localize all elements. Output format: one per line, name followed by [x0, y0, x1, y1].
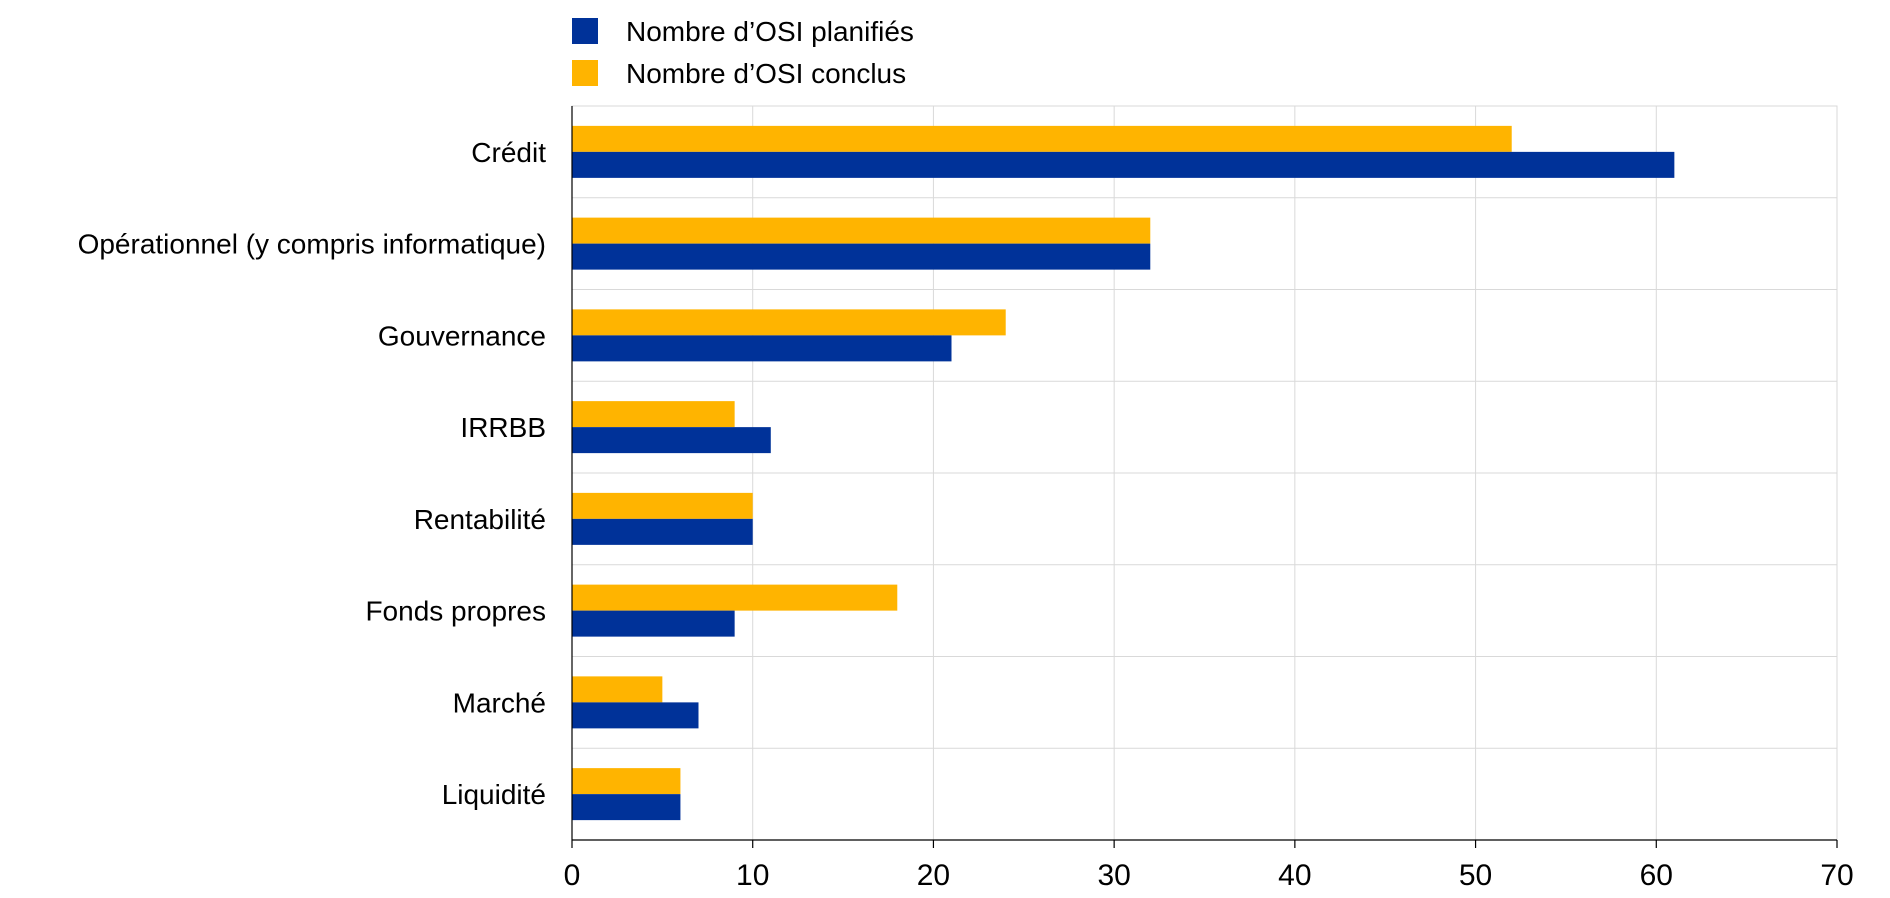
x-tick-label: 50	[1459, 859, 1492, 892]
x-tick-label: 70	[1820, 859, 1853, 892]
category-label: Opérationnel (y compris informatique)	[78, 229, 546, 260]
bar-planifies-3	[572, 427, 771, 454]
bar-conclus-7	[572, 768, 681, 795]
bar-conclus-2	[572, 309, 1006, 336]
x-axis: 0 10 20 30 40 50 60 70	[564, 106, 1854, 892]
category-labels: Crédit Opérationnel (y compris informatiq…	[78, 137, 547, 810]
legend-label-conclus: Nombre d’OSI conclus	[626, 58, 906, 89]
bar-conclus-6	[572, 676, 663, 703]
x-tick-label: 30	[1097, 859, 1130, 892]
bars	[572, 125, 1675, 821]
bar-conclus-5	[572, 584, 898, 611]
bar-planifies-0	[572, 151, 1675, 178]
category-label: IRRBB	[460, 412, 546, 443]
legend-swatch-planifies	[572, 18, 598, 44]
bar-conclus-1	[572, 217, 1151, 244]
x-tick-label: 10	[736, 859, 769, 892]
category-label: Marché	[453, 687, 546, 718]
category-label: Rentabilité	[414, 504, 546, 535]
bar-conclus-4	[572, 492, 753, 519]
legend-label-planifies: Nombre d’OSI planifiés	[626, 16, 914, 47]
grid-lines	[572, 106, 1838, 840]
bar-planifies-6	[572, 702, 699, 729]
bar-planifies-1	[572, 243, 1151, 270]
category-label: Fonds propres	[365, 596, 546, 627]
legend-swatch-conclus	[572, 60, 598, 86]
x-tick-label: 40	[1278, 859, 1311, 892]
x-tick-label: 20	[917, 859, 950, 892]
x-tick-label: 60	[1640, 859, 1673, 892]
bar-conclus-0	[572, 125, 1512, 152]
category-label: Gouvernance	[378, 320, 546, 351]
bar-planifies-2	[572, 335, 952, 362]
category-label: Crédit	[471, 137, 546, 168]
bar-planifies-4	[572, 518, 753, 545]
bar-conclus-3	[572, 401, 735, 428]
category-label: Liquidité	[442, 779, 546, 810]
bar-planifies-5	[572, 610, 735, 637]
legend: Nombre d’OSI planifiés Nombre d’OSI concl…	[572, 16, 914, 89]
bar-planifies-7	[572, 794, 681, 821]
x-tick-label: 0	[564, 859, 581, 892]
